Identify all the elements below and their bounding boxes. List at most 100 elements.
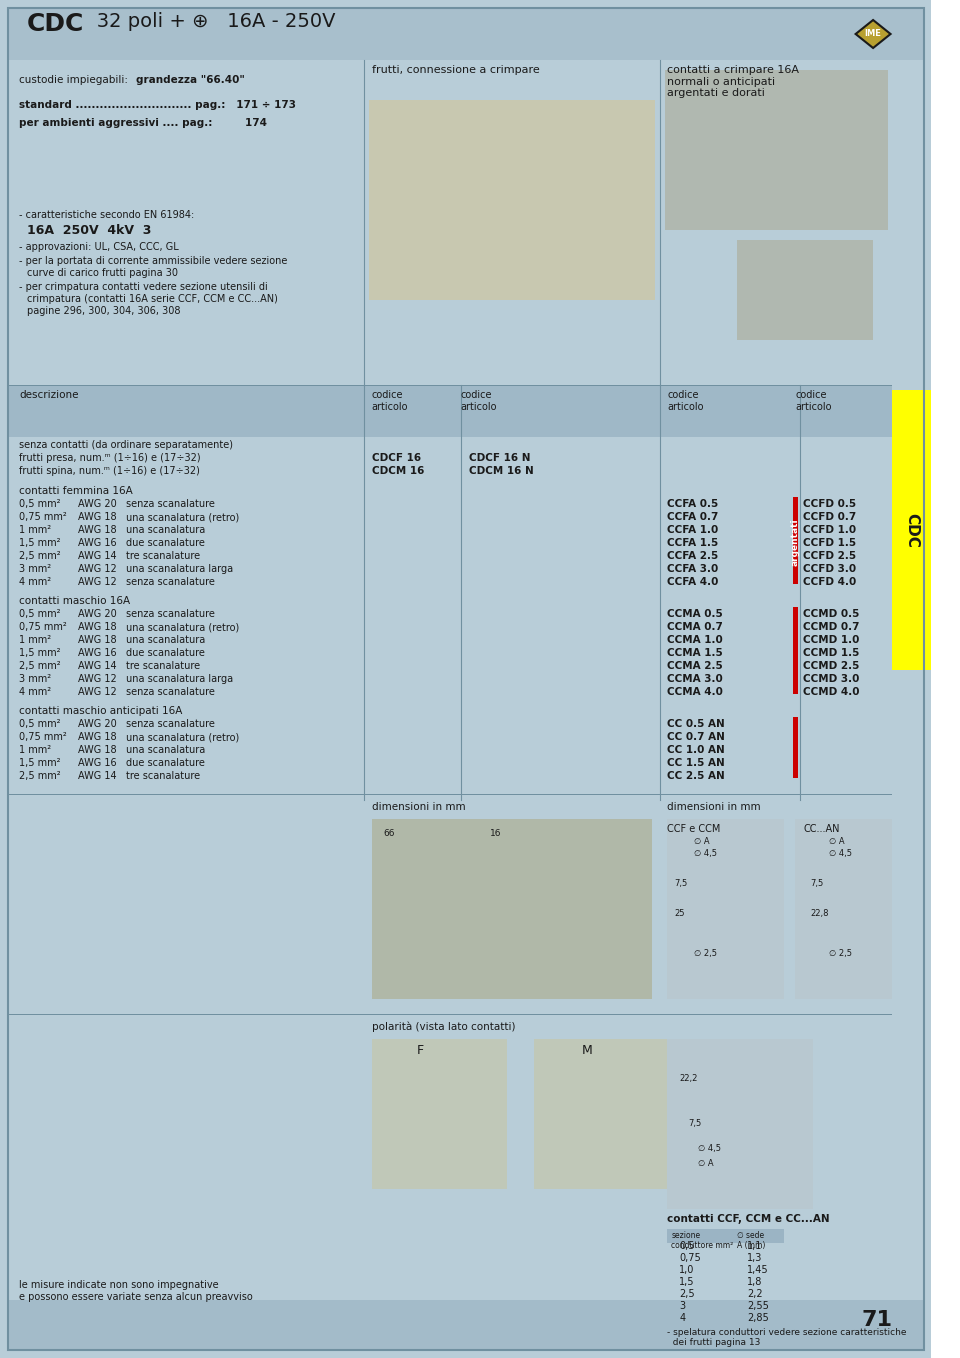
Text: 2,5 mm²: 2,5 mm²: [19, 771, 61, 781]
Text: ∅ 2,5: ∅ 2,5: [829, 949, 852, 957]
Text: 1 mm²: 1 mm²: [19, 746, 52, 755]
FancyBboxPatch shape: [664, 71, 888, 230]
Text: AWG 12: AWG 12: [78, 564, 116, 574]
Text: IME: IME: [865, 30, 881, 38]
Text: 0,5 mm²: 0,5 mm²: [19, 498, 60, 509]
Text: AWG 20: AWG 20: [78, 608, 116, 619]
Text: ∅ 4,5: ∅ 4,5: [829, 849, 852, 858]
Text: CCFA 2.5: CCFA 2.5: [667, 551, 719, 561]
Text: 1,0: 1,0: [679, 1266, 694, 1275]
FancyBboxPatch shape: [0, 0, 931, 1358]
Text: 2,5: 2,5: [679, 1289, 695, 1300]
Text: 16A  250V  4kV  3: 16A 250V 4kV 3: [27, 224, 152, 238]
Text: ∅ 4,5: ∅ 4,5: [694, 849, 716, 858]
Text: codice
articolo: codice articolo: [667, 390, 704, 411]
Text: 0,75 mm²: 0,75 mm²: [19, 622, 67, 631]
Text: AWG 14: AWG 14: [78, 661, 116, 671]
Text: una scanalatura: una scanalatura: [126, 636, 205, 645]
Text: una scanalatura (retro): una scanalatura (retro): [126, 622, 239, 631]
Text: 1,5 mm²: 1,5 mm²: [19, 538, 60, 549]
Text: 2,85: 2,85: [747, 1313, 769, 1323]
Text: CC 2.5 AN: CC 2.5 AN: [667, 771, 725, 781]
Text: CCFA 1.5: CCFA 1.5: [667, 538, 719, 549]
Text: contatti CCF, CCM e CC...AN: contatti CCF, CCM e CC...AN: [667, 1214, 830, 1224]
FancyBboxPatch shape: [8, 8, 924, 60]
Text: senza scanalature: senza scanalature: [126, 718, 215, 729]
Text: AWG 18: AWG 18: [78, 622, 116, 631]
Text: crimpatura (contatti 16A serie CCF, CCM e CC...AN): crimpatura (contatti 16A serie CCF, CCM …: [27, 293, 278, 304]
Text: 3 mm²: 3 mm²: [19, 564, 52, 574]
Text: CDCM 16: CDCM 16: [372, 466, 424, 477]
Text: CCMD 4.0: CCMD 4.0: [804, 687, 860, 697]
Text: una scanalatura (retro): una scanalatura (retro): [126, 732, 239, 741]
Text: descrizione: descrizione: [19, 390, 79, 401]
Text: 1,1: 1,1: [747, 1241, 762, 1251]
Text: CCFD 4.0: CCFD 4.0: [804, 577, 856, 587]
FancyBboxPatch shape: [793, 607, 799, 694]
Text: 1 mm²: 1 mm²: [19, 526, 52, 535]
Text: AWG 18: AWG 18: [78, 732, 116, 741]
Text: AWG 18: AWG 18: [78, 746, 116, 755]
Text: ∅ 4,5: ∅ 4,5: [699, 1143, 722, 1153]
Text: CCFA 0.7: CCFA 0.7: [667, 512, 719, 521]
FancyBboxPatch shape: [8, 60, 364, 120]
Text: - caratteristiche secondo EN 61984:: - caratteristiche secondo EN 61984:: [19, 210, 195, 220]
Text: senza contatti (da ordinare separatamente): senza contatti (da ordinare separatament…: [19, 440, 233, 449]
Text: AWG 18: AWG 18: [78, 512, 116, 521]
Text: 2,5 mm²: 2,5 mm²: [19, 661, 61, 671]
Text: una scanalatura: una scanalatura: [126, 746, 205, 755]
FancyBboxPatch shape: [936, 497, 942, 584]
Text: AWG 14: AWG 14: [78, 771, 116, 781]
Text: AWG 18: AWG 18: [78, 526, 116, 535]
Text: 2,2: 2,2: [747, 1289, 762, 1300]
Text: tre scanalature: tre scanalature: [126, 661, 201, 671]
Text: senza scanalature: senza scanalature: [126, 577, 215, 587]
Text: CCMA 1.5: CCMA 1.5: [667, 648, 723, 659]
Text: AWG 16: AWG 16: [78, 758, 116, 769]
Text: CCFA 1.0: CCFA 1.0: [667, 526, 719, 535]
Text: 1 mm²: 1 mm²: [19, 636, 52, 645]
Text: CCMA 0.7: CCMA 0.7: [667, 622, 723, 631]
FancyBboxPatch shape: [369, 100, 655, 300]
Text: CCMD 0.7: CCMD 0.7: [804, 622, 860, 631]
Text: due scanalature: due scanalature: [126, 758, 205, 769]
Text: AWG 16: AWG 16: [78, 538, 116, 549]
Text: 7,5: 7,5: [810, 879, 824, 888]
Text: per ambienti aggressivi .... pag.:         174: per ambienti aggressivi .... pag.: 174: [19, 118, 268, 128]
Text: 0,75 mm²: 0,75 mm²: [19, 732, 67, 741]
FancyBboxPatch shape: [796, 819, 893, 999]
Text: sezione
conduttore mm²: sezione conduttore mm²: [671, 1230, 733, 1251]
FancyBboxPatch shape: [667, 1039, 813, 1209]
Text: AWG 12: AWG 12: [78, 674, 116, 684]
Text: due scanalature: due scanalature: [126, 538, 205, 549]
Text: AWG 20: AWG 20: [78, 718, 116, 729]
Text: contatti maschio anticipati 16A: contatti maschio anticipati 16A: [19, 706, 182, 716]
Text: una scanalatura (retro): una scanalatura (retro): [126, 512, 239, 521]
Text: dimensioni in mm: dimensioni in mm: [372, 803, 466, 812]
Text: CCFD 0.5: CCFD 0.5: [804, 498, 856, 509]
Text: 7,5: 7,5: [688, 1119, 702, 1128]
Text: 25: 25: [674, 909, 684, 918]
Text: senza scanalature: senza scanalature: [126, 608, 215, 619]
Text: ∅ 2,5: ∅ 2,5: [694, 949, 716, 957]
Text: standard ............................. pag.:   171 ÷ 173: standard ............................. p…: [19, 100, 297, 110]
Text: 22,8: 22,8: [810, 909, 828, 918]
Text: - per la portata di corrente ammissibile vedere sezione: - per la portata di corrente ammissibile…: [19, 257, 288, 266]
Text: 1,5: 1,5: [679, 1277, 695, 1287]
Text: 1,45: 1,45: [747, 1266, 769, 1275]
Text: 66: 66: [383, 828, 395, 838]
Text: dorati: dorati: [935, 527, 944, 558]
Text: 1,5 mm²: 1,5 mm²: [19, 758, 60, 769]
Text: CCFA 3.0: CCFA 3.0: [667, 564, 719, 574]
Text: 0,75: 0,75: [679, 1253, 701, 1263]
Text: CCMA 3.0: CCMA 3.0: [667, 674, 723, 684]
Text: contatti a crimpare 16A
normali o anticipati
argentati e dorati: contatti a crimpare 16A normali o antici…: [667, 65, 800, 98]
Text: 16: 16: [490, 828, 501, 838]
Text: una scanalatura larga: una scanalatura larga: [126, 674, 233, 684]
Text: CDC: CDC: [27, 12, 84, 37]
Text: CCMD 3.0: CCMD 3.0: [804, 674, 859, 684]
Text: argentati: argentati: [791, 519, 800, 566]
Text: CCFA 4.0: CCFA 4.0: [667, 577, 719, 587]
Text: 3: 3: [679, 1301, 685, 1310]
Text: frutti spina, num.ᵐ (1÷16) e (17÷32): frutti spina, num.ᵐ (1÷16) e (17÷32): [19, 466, 201, 477]
